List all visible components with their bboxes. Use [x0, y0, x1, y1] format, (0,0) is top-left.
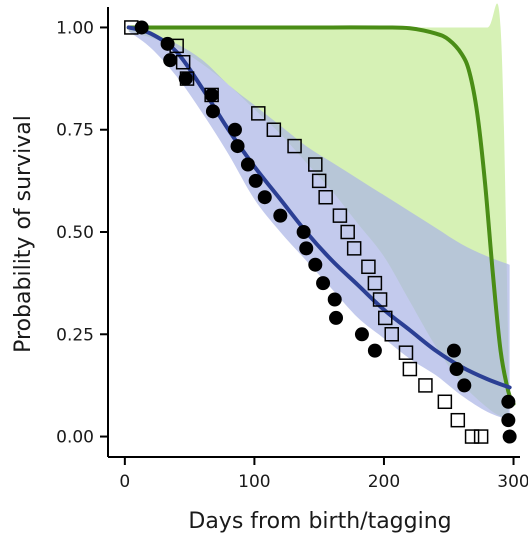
- data-point-square: [179, 71, 195, 86]
- data-point-circle: [205, 104, 220, 119]
- x-tick-label: 0: [119, 472, 130, 492]
- data-point-square: [266, 122, 282, 137]
- data-point-square: [308, 157, 323, 172]
- data-point-square: [372, 292, 388, 307]
- data-point-square: [124, 20, 139, 35]
- y-tick-label: 0.25: [56, 325, 94, 345]
- data-point-circle: [502, 429, 517, 444]
- data-point-square: [318, 189, 333, 205]
- data-point-square: [450, 412, 466, 428]
- data-point-square: [340, 224, 355, 240]
- data-point-circle: [316, 276, 331, 291]
- y-tick-label: 1.00: [56, 18, 94, 38]
- observed-points: [124, 20, 517, 444]
- data-point-circle: [178, 71, 193, 86]
- data-point-square: [464, 429, 480, 444]
- data-point-square: [287, 138, 302, 154]
- data-point-square: [437, 394, 453, 410]
- data-point-square: [367, 275, 383, 291]
- confidence-band-green: [128, 3, 509, 417]
- data-point-square: [169, 38, 184, 54]
- x-tick-label: 200: [368, 472, 400, 492]
- data-point-square: [332, 208, 348, 223]
- data-point-square: [346, 241, 362, 256]
- data-point-circle: [248, 173, 263, 188]
- data-point-circle: [163, 53, 178, 68]
- data-point-square: [402, 361, 418, 377]
- data-point-circle: [204, 87, 219, 102]
- data-point-circle: [327, 292, 342, 307]
- data-point-square: [473, 429, 489, 444]
- data-point-square: [361, 259, 376, 275]
- data-point-circle: [329, 310, 344, 325]
- data-point-circle: [296, 225, 311, 239]
- x-tick-label: 300: [497, 472, 528, 492]
- tick-marks: 0 100 200 300 0.00 0.25 0.50 0.75 1.00: [56, 18, 528, 492]
- data-point-circle: [273, 208, 288, 223]
- data-point-circle: [446, 343, 461, 358]
- data-point-circle: [257, 190, 272, 205]
- y-tick-label: 0.50: [56, 223, 94, 243]
- data-point-square: [398, 345, 414, 360]
- data-point-circle: [240, 157, 255, 172]
- data-point-circle: [230, 139, 245, 154]
- data-point-circle: [501, 413, 516, 428]
- data-point-circle: [160, 36, 175, 51]
- y-axis-title: Probability of survival: [11, 115, 36, 353]
- x-axis-title: Days from birth/tagging: [188, 509, 451, 534]
- data-point-square: [204, 87, 219, 103]
- data-point-circle: [227, 122, 242, 137]
- data-point-circle: [308, 257, 323, 272]
- data-point-square: [378, 310, 393, 326]
- data-point-square: [418, 378, 433, 393]
- fitted-curve-green: [126, 25, 516, 406]
- data-point-square: [311, 173, 327, 189]
- data-point-square: [175, 54, 191, 70]
- data-point-circle: [449, 362, 464, 377]
- data-point-circle: [457, 378, 472, 393]
- data-point-square: [251, 106, 266, 121]
- data-point-circle: [367, 343, 382, 358]
- data-point-square: [384, 327, 399, 342]
- data-point-circle: [354, 327, 369, 342]
- x-tick-label: 100: [238, 472, 270, 492]
- y-tick-label: 0.00: [56, 428, 94, 448]
- y-tick-label: 0.75: [56, 121, 94, 141]
- data-point-circle: [299, 241, 314, 256]
- data-point-circle: [134, 20, 149, 35]
- data-point-circle: [501, 394, 516, 409]
